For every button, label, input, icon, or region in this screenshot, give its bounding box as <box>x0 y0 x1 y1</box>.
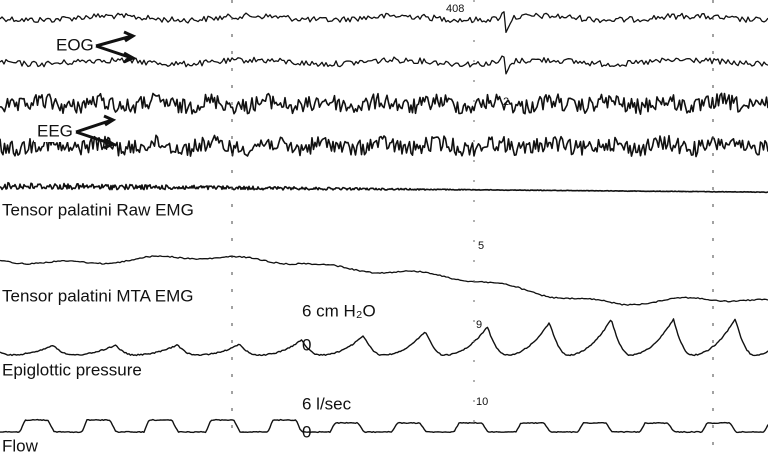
pressure-zero: 0 <box>302 335 311 354</box>
marker: 408 <box>446 3 464 15</box>
eeg-trace <box>0 92 768 115</box>
pressure-scale: 6 cm H₂O <box>302 301 376 320</box>
raw-emg-trace <box>0 181 768 194</box>
raw-emg-label: Tensor palatini Raw EMG <box>2 200 194 219</box>
epiglottic-trace <box>0 318 768 357</box>
label-bg <box>34 122 74 142</box>
label-bg <box>52 35 94 55</box>
mta-emg-label: Tensor palatini MTA EMG <box>2 286 193 305</box>
mta-emg-trace <box>0 255 768 306</box>
eeg-arrows <box>75 114 117 150</box>
flow-label: Flow <box>2 436 39 455</box>
marker: 2 <box>503 96 509 108</box>
flow-trace <box>0 418 768 434</box>
eog-trace <box>0 55 768 75</box>
epiglottic-label: Epiglottic pressure <box>2 360 142 379</box>
marker: 9 <box>476 319 482 331</box>
eog-label: EOG <box>56 35 94 54</box>
eog-arrows <box>95 30 137 64</box>
marker: 5 <box>478 240 484 252</box>
flow-zero: 0 <box>302 422 311 441</box>
eog-trace <box>0 11 768 34</box>
eeg-trace <box>0 134 768 158</box>
marker: 10 <box>476 396 488 408</box>
flow-scale: 6 l/sec <box>302 394 352 413</box>
eeg-label: EEG <box>37 121 73 140</box>
